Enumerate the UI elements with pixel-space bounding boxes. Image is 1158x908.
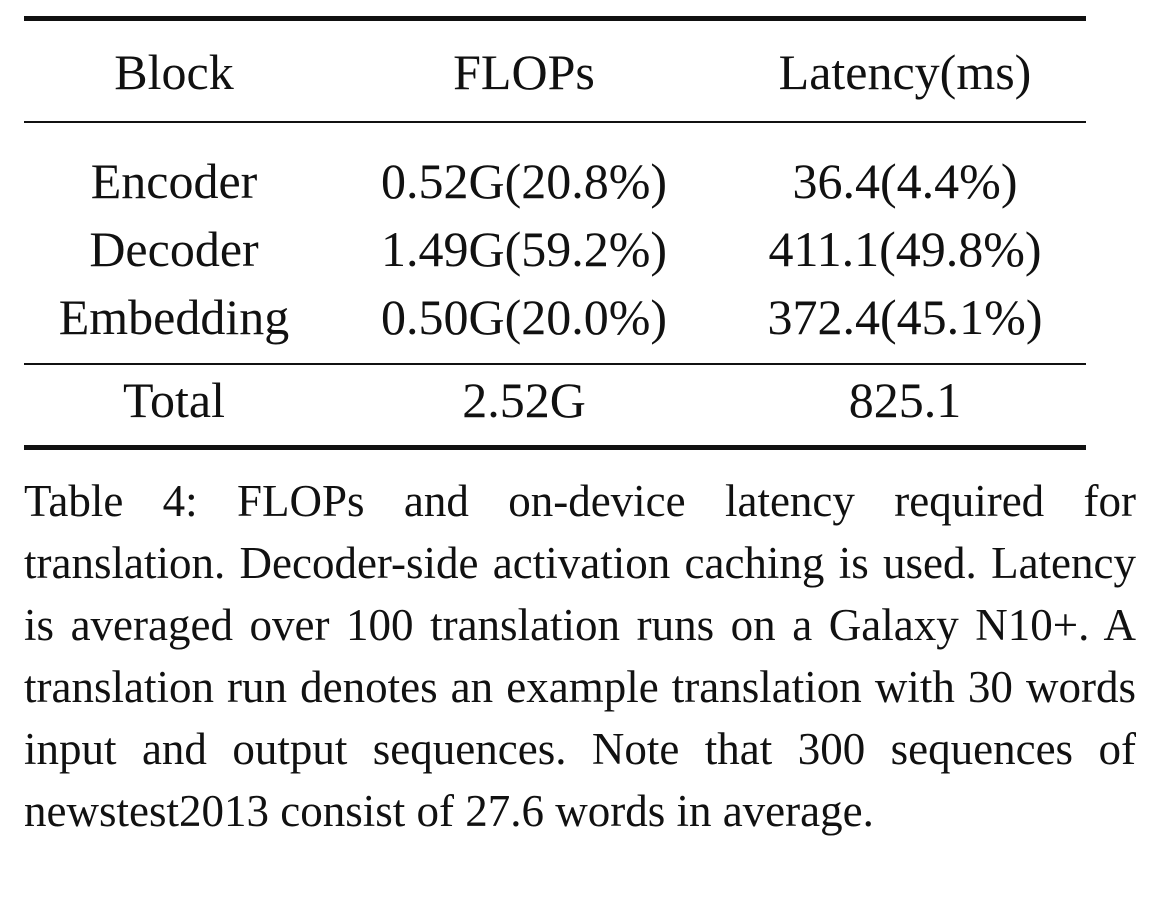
- header-block: Block: [114, 44, 234, 100]
- table-total-row: Total 2.52G 825.1: [24, 364, 1086, 448]
- cell-block: Decoder: [89, 221, 259, 277]
- total-flops: 2.52G: [462, 372, 586, 428]
- table-row: Decoder 1.49G(59.2%) 411.1(49.8%): [24, 215, 1086, 283]
- cell-block: Embedding: [58, 289, 290, 345]
- header-flops: FLOPs: [453, 44, 595, 100]
- table-row: Encoder 0.52G(20.8%) 36.4(4.4%): [24, 122, 1086, 215]
- results-table-container: Block FLOPs Latency(ms) Encoder 0.52G(20…: [24, 16, 1086, 450]
- table-header-row: Block FLOPs Latency(ms): [24, 18, 1086, 123]
- cell-latency: 36.4(4.4%): [792, 153, 1018, 209]
- cell-latency: 411.1(49.8%): [768, 221, 1042, 277]
- cell-flops: 0.52G(20.8%): [380, 153, 668, 209]
- cell-flops: 1.49G(59.2%): [380, 221, 668, 277]
- total-label: Total: [122, 372, 226, 428]
- cell-flops: 0.50G(20.0%): [380, 289, 668, 345]
- cell-block: Encoder: [90, 153, 258, 209]
- table-row: Embedding 0.50G(20.0%) 372.4(45.1%): [24, 283, 1086, 364]
- total-latency: 825.1: [848, 372, 962, 428]
- cell-latency: 372.4(45.1%): [767, 289, 1043, 345]
- header-latency: Latency(ms): [778, 44, 1032, 100]
- table-caption: Table 4: FLOPs and on-device latency req…: [24, 476, 1136, 836]
- flops-latency-table: Block FLOPs Latency(ms) Encoder 0.52G(20…: [24, 16, 1086, 450]
